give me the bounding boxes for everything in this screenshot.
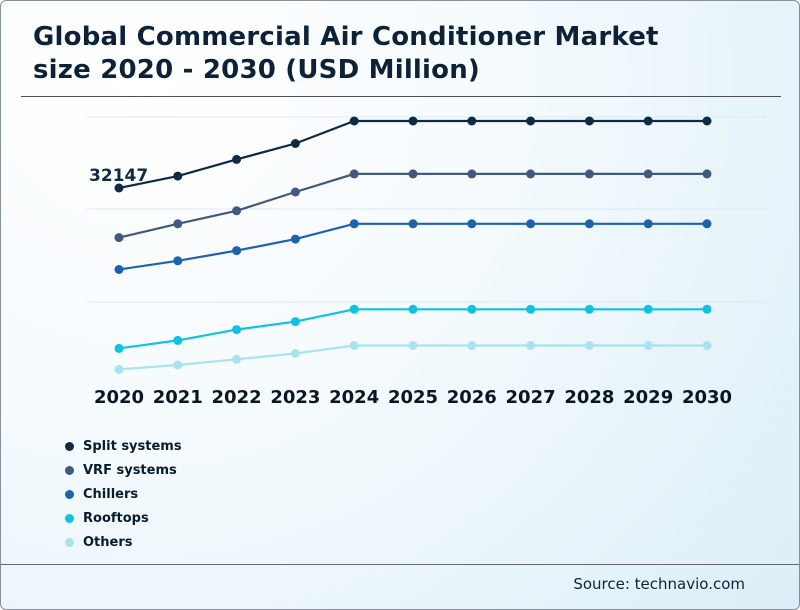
data-point [290, 187, 300, 197]
data-point [232, 325, 242, 335]
data-point [643, 341, 653, 350]
data-point [467, 116, 477, 126]
data-point [173, 335, 183, 345]
data-point [584, 116, 594, 126]
legend-label: Others [83, 534, 133, 550]
series-rooftops [114, 304, 712, 353]
data-point [702, 116, 712, 126]
data-point [526, 341, 536, 350]
series-others [114, 341, 712, 374]
data-point [290, 139, 300, 148]
data-point [408, 219, 418, 229]
legend-item-others: Others [65, 530, 182, 554]
data-point [467, 341, 477, 350]
data-point [173, 256, 183, 266]
x-axis-label: 2030 [681, 387, 733, 408]
legend-swatch [65, 537, 74, 547]
legend-item-vrf-systems: VRF systems [65, 458, 182, 482]
legend-item-chillers: Chillers [65, 482, 182, 506]
data-point [114, 183, 124, 193]
data-point [173, 171, 183, 181]
series-split-systems [114, 116, 712, 193]
line-chart: 32147 [86, 116, 766, 374]
data-point [526, 169, 536, 179]
data-point [702, 219, 712, 229]
data-point [114, 364, 124, 374]
data-point [643, 169, 653, 179]
legend-swatch [65, 465, 74, 475]
chart-title: Global Commercial Air Conditioner Market… [33, 21, 659, 88]
x-axis: 2020 2021 2022 2023 2024 2025 2026 2027 2028 2029… [1, 387, 799, 413]
data-point [114, 233, 124, 243]
legend-swatch [65, 513, 74, 523]
data-point [467, 304, 477, 314]
data-point [114, 265, 124, 274]
data-point [349, 219, 359, 229]
source-divider [1, 564, 799, 565]
data-point [408, 304, 418, 314]
legend-label: VRF systems [83, 462, 177, 478]
data-point [643, 304, 653, 314]
x-axis-label: 2020 [93, 387, 145, 408]
x-axis-label: 2021 [152, 387, 203, 408]
data-point [408, 341, 418, 350]
data-point [349, 304, 359, 314]
data-point [173, 360, 183, 370]
data-point [584, 169, 594, 179]
series-vrf-systems [114, 169, 712, 243]
data-point [232, 354, 242, 364]
x-axis-label: 2022 [211, 387, 262, 408]
x-axis-label: 2023 [270, 387, 321, 408]
data-point [467, 219, 477, 229]
data-point [467, 169, 477, 179]
legend-label: Split systems [83, 438, 182, 454]
chart-title-line1: Global Commercial Air Conditioner Market [33, 22, 659, 52]
x-axis-label: 2025 [387, 387, 439, 408]
legend-item-rooftops: Rooftops [65, 506, 182, 530]
data-point [232, 154, 242, 164]
x-axis-label: 2029 [623, 387, 674, 408]
x-axis-label: 2026 [446, 387, 497, 408]
legend-label: Chillers [83, 486, 139, 502]
data-point [114, 343, 124, 353]
legend-label: Rooftops [83, 510, 149, 526]
series-chillers [114, 219, 712, 274]
data-point [584, 341, 594, 350]
x-axis-label: 2027 [505, 387, 556, 408]
data-point [643, 219, 653, 229]
title-divider [21, 96, 781, 97]
data-point [526, 219, 536, 229]
x-axis-label: 2024 [329, 387, 380, 408]
chart-title-line2: size 2020 - 2030 (USD Million) [33, 55, 481, 86]
gridlines [86, 116, 766, 303]
legend-item-split-systems: Split systems [65, 434, 182, 458]
x-axis-label: 2028 [564, 387, 615, 408]
data-point [643, 116, 653, 126]
data-point [526, 116, 536, 126]
data-point [290, 234, 300, 244]
data-point [290, 349, 300, 358]
data-point [584, 304, 594, 314]
data-point [702, 341, 712, 350]
data-point [408, 116, 418, 126]
value-label: 32147 [89, 166, 148, 186]
data-point [290, 317, 300, 327]
data-point [584, 219, 594, 229]
data-point [349, 341, 359, 350]
data-point [702, 304, 712, 314]
data-point [232, 206, 242, 216]
series-line [118, 222, 707, 271]
data-point [232, 246, 242, 256]
legend-swatch [65, 489, 74, 499]
data-point [408, 169, 418, 179]
source-credit: Source: technavio.com [573, 575, 745, 593]
data-point [173, 219, 183, 229]
data-point [702, 169, 712, 179]
data-point [349, 169, 359, 179]
legend-swatch [65, 441, 74, 451]
chart-legend: Split systems VRF systems Chillers Rooftops… [65, 434, 182, 554]
data-point [349, 116, 359, 126]
data-point [526, 304, 536, 314]
